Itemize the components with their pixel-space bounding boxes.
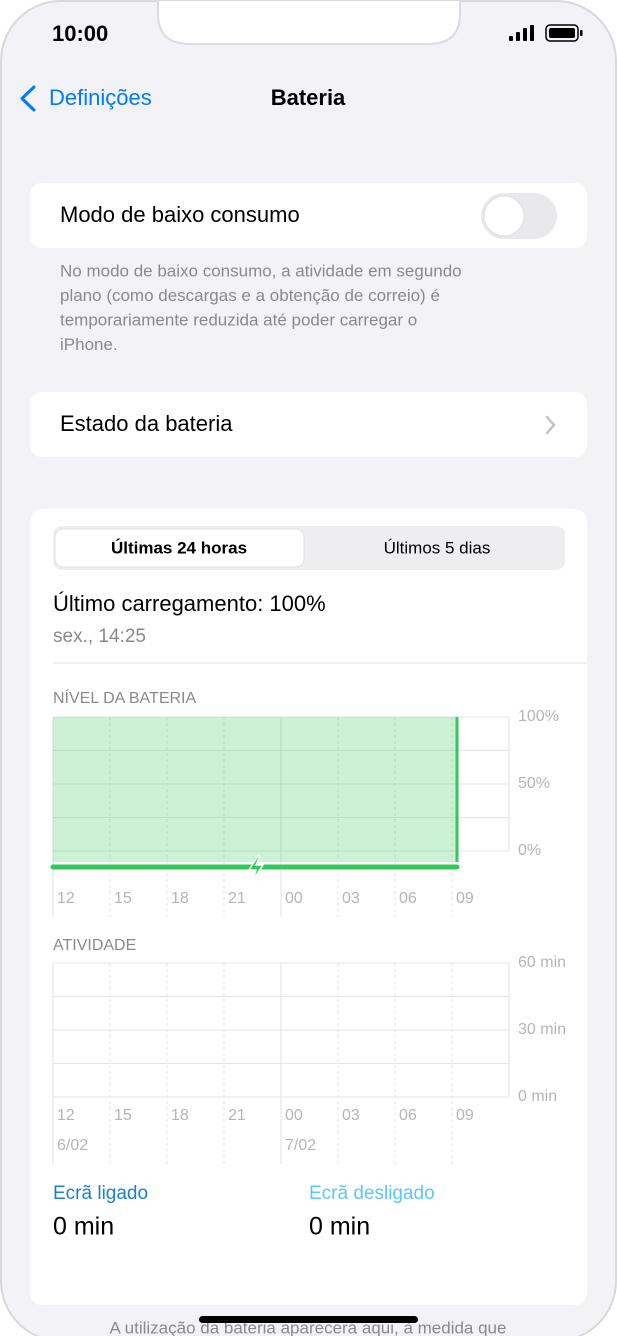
y-tick-label: 0%	[518, 842, 541, 859]
y-tick-label: 60 min	[518, 954, 566, 971]
battery-health-row[interactable]	[30, 392, 587, 457]
signal-icon	[509, 25, 534, 41]
back-label[interactable]: Definições	[49, 85, 152, 110]
x-tick-label: 09	[456, 1107, 474, 1124]
screen-on-label: Ecrã ligado	[53, 1183, 148, 1204]
x-tick-label: 12	[57, 890, 75, 907]
segment-selected[interactable]	[54, 528, 305, 568]
low-power-card	[30, 183, 587, 248]
x-tick-label: 18	[171, 890, 189, 907]
screen-on-value: 0 min	[53, 1213, 114, 1241]
charging-bolt	[247, 855, 265, 881]
x-tick-label: 00	[285, 890, 303, 907]
x-tick-label: 03	[342, 1107, 360, 1124]
back-button[interactable]: Definições	[20, 85, 152, 112]
x-tick-label: 18	[171, 1107, 189, 1124]
battery-area	[53, 717, 457, 862]
x-tick-label: 12	[57, 1107, 75, 1124]
notch	[157, 0, 461, 45]
x-tick-label: 15	[114, 1107, 132, 1124]
x-tick-label: 09	[456, 890, 474, 907]
footnote: No modo de baixo consumo, a atividade em…	[60, 261, 462, 354]
chevron	[545, 415, 556, 435]
x-tick-label: 21	[228, 890, 246, 907]
low-power-toggle[interactable]	[481, 193, 557, 239]
x-tick-label: 00	[285, 1107, 303, 1124]
x-tick-label: 06	[399, 890, 417, 907]
battery-health-label[interactable]: Estado da bateria	[60, 411, 233, 436]
footnote-line: temporariamente reduzida até poder carre…	[60, 310, 417, 329]
date-label: 7/02	[285, 1137, 316, 1154]
home-indicator	[199, 1316, 418, 1323]
y-tick-label: 100%	[518, 708, 559, 725]
y-tick-label: 30 min	[518, 1021, 566, 1038]
footnote-line: No modo de baixo consumo, a atividade em…	[60, 261, 462, 280]
x-tick-label: 21	[228, 1107, 246, 1124]
segment[interactable]: Últimas 24 horas	[111, 538, 247, 557]
footnote-line: plano (como descargas e a obtenção de co…	[60, 286, 440, 305]
x-tick-label: 15	[114, 890, 132, 907]
y-tick-label: 50%	[518, 775, 550, 792]
x-tick-label: 03	[342, 890, 360, 907]
x-tick-label: 06	[399, 1107, 417, 1124]
nav-title: Bateria	[271, 85, 346, 110]
date-label: 6/02	[57, 1137, 88, 1154]
last-charge-title: Último carregamento: 100%	[53, 591, 326, 616]
footnote-line: iPhone.	[60, 335, 118, 354]
y-tick-label: 0 min	[518, 1088, 557, 1105]
last-charge-time: sex., 14:25	[53, 626, 146, 647]
low-power-label: Modo de baixo consumo	[60, 202, 300, 227]
screen-off-value: 0 min	[309, 1213, 370, 1241]
segment[interactable]: Últimos 5 dias	[384, 538, 491, 557]
status-time: 10:00	[52, 21, 108, 46]
battery-icon	[545, 24, 583, 42]
chart-title: NÍVEL DA BATERIA	[53, 688, 196, 707]
usage-card	[30, 509, 587, 1305]
chart-title: ATIVIDADE	[53, 937, 136, 954]
screen-off-label: Ecrã desligado	[309, 1183, 435, 1204]
charts: 100% 50% 0% 12 15 18 21 00 03 06 09 60 min 30 min 0 m…	[50, 708, 566, 1164]
